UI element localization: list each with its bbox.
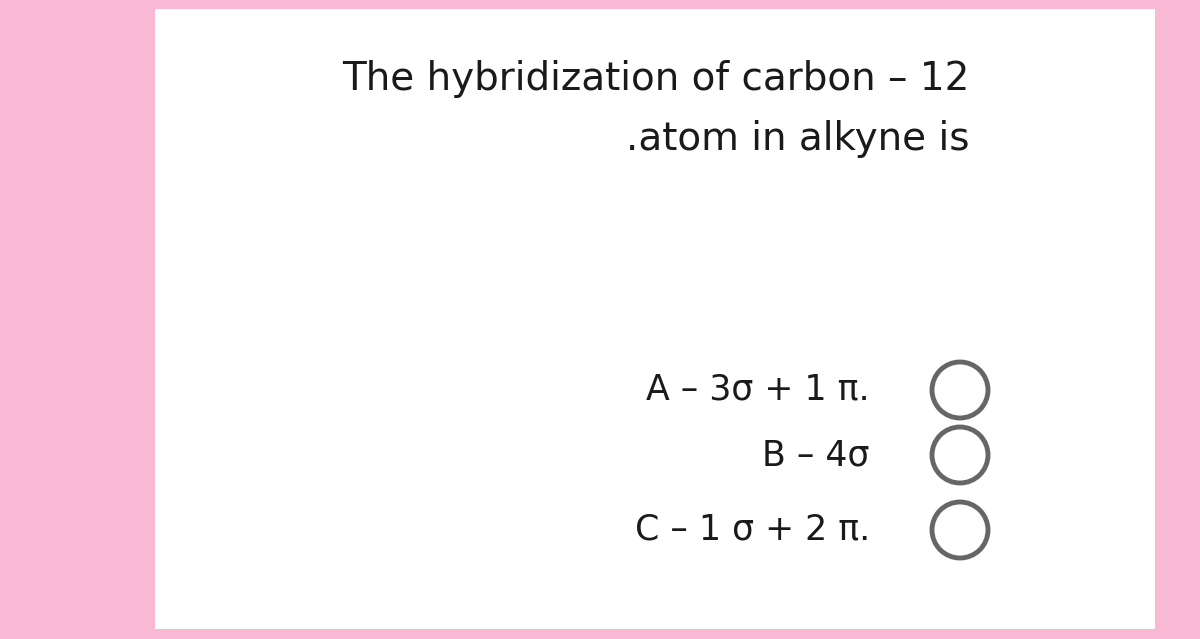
Bar [155,9,1154,629]
Text: C – 1 σ + 2 π.: C – 1 σ + 2 π. [635,513,870,547]
Text: A – 3σ + 1 π.: A – 3σ + 1 π. [647,373,870,407]
Text: .atom in alkyne is: .atom in alkyne is [626,120,970,158]
Text: B – 4σ: B – 4σ [762,438,870,472]
Text: The hybridization of carbon – 12: The hybridization of carbon – 12 [343,60,970,98]
